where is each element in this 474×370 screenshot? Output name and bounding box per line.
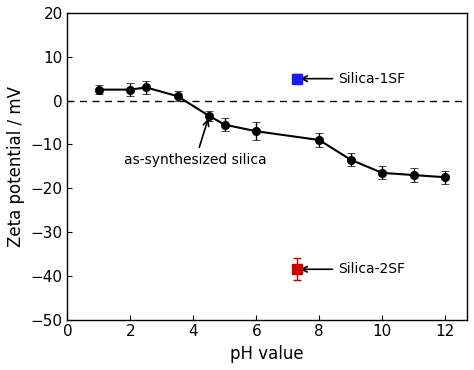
- Text: as-synthesized silica: as-synthesized silica: [124, 120, 267, 167]
- Y-axis label: Zeta potential / mV: Zeta potential / mV: [7, 86, 25, 247]
- X-axis label: pH value: pH value: [230, 345, 304, 363]
- Text: Silica-2SF: Silica-2SF: [302, 262, 405, 276]
- Text: Silica-1SF: Silica-1SF: [302, 72, 405, 86]
